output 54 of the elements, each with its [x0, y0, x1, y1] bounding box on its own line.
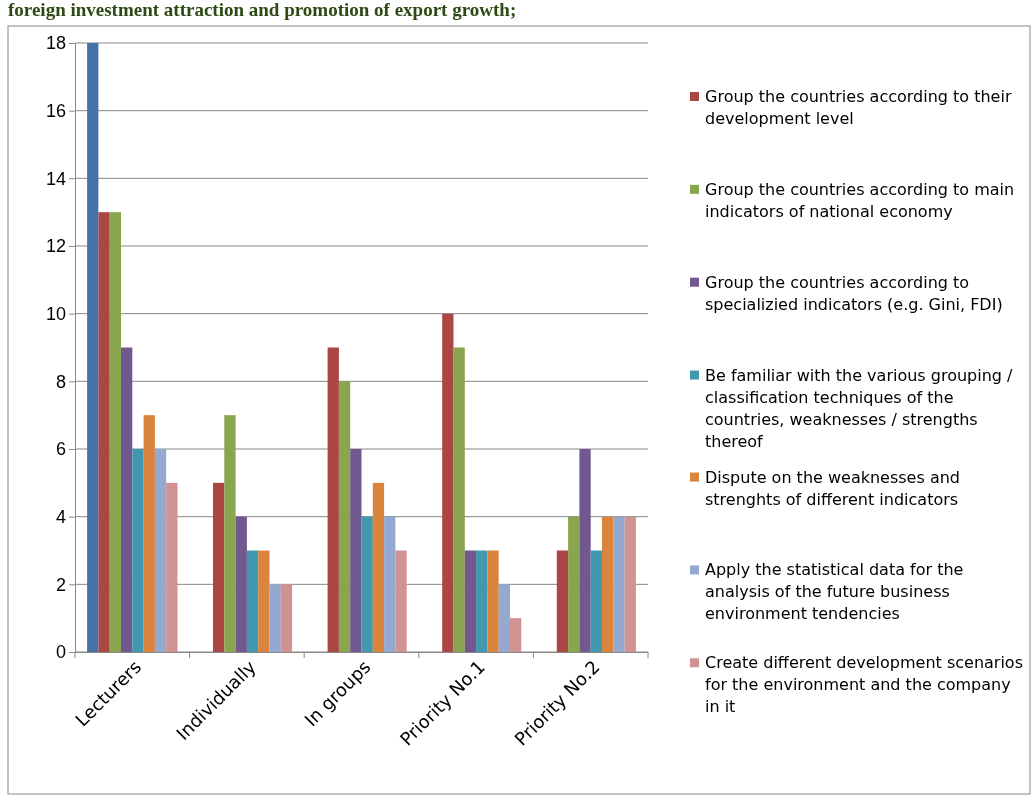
- legend-label: Be familiar with the various grouping / classification techniques of the countries, weaknesses / strengths thereof: [705, 365, 1014, 451]
- bar: [384, 516, 396, 652]
- y-tick-label: 0: [55, 642, 66, 663]
- bar: [510, 618, 522, 652]
- bar: [350, 449, 362, 652]
- chart-title: foreign investment attraction and promotion of export growth;: [8, 0, 517, 20]
- bar: [338, 381, 351, 652]
- legend-label: Dispute on the weaknesses and strenghts of different indicators: [705, 467, 960, 509]
- bar: [132, 449, 144, 652]
- bar: [166, 482, 178, 652]
- bar: [109, 212, 121, 652]
- y-tick-label: 8: [55, 371, 66, 392]
- bar: [258, 550, 270, 652]
- legend-label: Group the countries according to main indicators of national economy: [705, 179, 1015, 221]
- bar: [579, 449, 591, 652]
- y-tick-label: 18: [45, 33, 66, 54]
- y-tick-label: 14: [45, 168, 66, 189]
- bar: [602, 516, 614, 652]
- y-tick-label: 12: [45, 236, 66, 257]
- bar: [143, 415, 155, 652]
- bar: [556, 550, 569, 652]
- bar: [235, 516, 247, 652]
- bar: [372, 482, 385, 652]
- bar: [624, 516, 636, 652]
- legend-label: Group the countries according to their development level: [705, 87, 1012, 128]
- bar: [464, 550, 477, 652]
- bar: [613, 516, 625, 652]
- bar: [269, 584, 281, 652]
- bar: [361, 516, 373, 652]
- bar: [327, 347, 339, 652]
- bar: [246, 550, 259, 652]
- bar: [224, 415, 236, 652]
- bar: [98, 212, 110, 652]
- bar: [590, 550, 602, 652]
- bar: [476, 550, 488, 652]
- bar: [213, 482, 225, 652]
- bar: [87, 43, 99, 652]
- bar: [442, 313, 454, 652]
- y-tick-label: 16: [45, 100, 66, 121]
- y-tick-label: 6: [55, 439, 66, 460]
- legend-label: Apply the statistical data for the analysis of the future business environment tendencies: [705, 560, 964, 624]
- bar: [568, 516, 580, 652]
- bar: [154, 449, 167, 652]
- bar: [487, 550, 499, 652]
- bar: [121, 347, 133, 652]
- y-tick-label: 2: [55, 574, 66, 595]
- bar: [498, 584, 510, 652]
- bar: [280, 584, 293, 652]
- bar: [395, 550, 407, 652]
- y-tick-label: 10: [45, 303, 66, 324]
- legend-label: Create different development scenarios for the environment and the company in it: [705, 653, 1023, 717]
- bar: [453, 347, 465, 652]
- y-tick-label: 4: [55, 506, 66, 527]
- legend-label: Group the countries according to specializied indicators (e.g. Gini, FDI): [705, 272, 1003, 314]
